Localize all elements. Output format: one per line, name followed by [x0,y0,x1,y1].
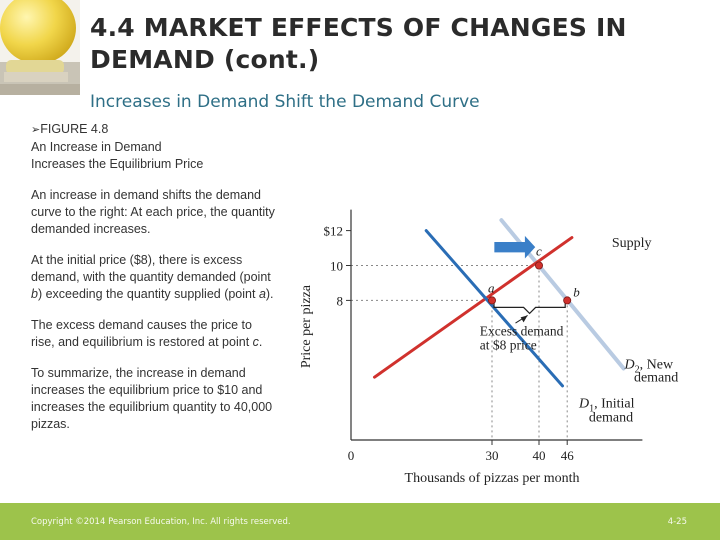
x-tick-label: 30 [486,448,499,463]
excess-demand-label-line-1: Excess demand [480,323,564,338]
chart-svg: $12 10 8 30 40 46 0 Price per pizza Thousands of… [299,209,678,486]
decorative-bulb-image [0,0,80,95]
excess-demand-label-line-2: at $8 price [480,337,537,352]
slide-subtitle: Increases in Demand Shift the Demand Cur… [90,92,480,112]
chart-points [487,261,572,305]
para2-text-a: At the initial price ($8), there is exce… [31,253,271,284]
paragraph-summary: To summarize, the increase in demand inc… [31,366,273,431]
slide-title-line-2: DEMAND (cont.) [90,45,320,74]
supply-line [373,236,574,379]
point-b-label: b [573,284,580,299]
demand-shift-chart: $12 10 8 30 40 46 0 Price per pizza Thousands of… [285,160,705,499]
d2-subscript: 2 [635,364,640,375]
figure-label: ➢FIGURE 4.8 [31,121,276,139]
point-c-label: c [536,244,542,259]
point-a-label: a [488,280,495,295]
excess-demand-bracket [493,303,566,315]
point-c-marker [534,261,543,270]
x-tick-label: 46 [561,448,575,463]
y-tick-label: $12 [324,224,344,239]
d2-letter: D [624,357,635,372]
point-b-marker [563,296,572,305]
slide-title: 4.4 MARKET EFFECTS OF CHANGES IN DEMAND … [90,12,710,76]
x-tick-label: 40 [533,448,546,463]
y-tick-label: 8 [337,293,344,308]
figure-number: FIGURE 4.8 [40,122,109,136]
d1-letter: D [578,397,589,412]
d2-text: , New [640,357,674,372]
para2-text-c: ) exceeding the quantity supplied (point [37,287,259,301]
d1-subscript: 1 [589,404,594,415]
slide-title-line-1: 4.4 MARKET EFFECTS OF CHANGES IN [90,13,627,42]
para2-text-e: ). [265,287,274,301]
guide-lines [351,265,568,440]
x-axis-title: Thousands of pizzas per month [405,471,580,486]
para2-point-a: a [258,287,266,301]
paragraph-equilibrium-restored: The excess demand causes the price to ri… [31,317,276,351]
demand-d1-line [424,229,564,388]
copyright-text: Copyright ©2014 Pearson Education, Inc. … [31,517,291,527]
y-tick-label: 10 [330,259,343,274]
para2-point-b: b [31,287,38,301]
figure-caption: An Increase in Demand Increases the Equi… [31,139,276,173]
d1-text: , Initial [594,397,635,412]
d1-label-line-1: D1, Initial [578,397,635,415]
arrow-bullet-icon: ➢ [31,124,41,136]
excess-demand-pointer-head [520,315,528,323]
annotations [493,235,566,324]
y-axis-title: Price per pizza [299,284,314,368]
axes: $12 10 8 30 40 46 0 Price per pizza Thousands of… [299,209,643,486]
supply-curve-label: Supply [612,236,652,251]
origin-label: 0 [348,448,355,463]
para3-point-c: c [252,335,259,349]
paragraph-demand-shift: An increase in demand shifts the demand … [31,188,275,236]
demand-shift-arrow [494,235,536,259]
footer-bar: Copyright ©2014 Pearson Education, Inc. … [0,503,720,540]
d2-label-line-1: D2, New [624,357,674,375]
figure-caption-line-2: Increases the Equilibrium Price [31,157,204,171]
para3-text-a: The excess demand causes the price to ri… [31,318,253,349]
para3-text-c: . [258,335,263,349]
figure-caption-line-1: An Increase in Demand [31,140,162,154]
paragraph-excess-demand: At the initial price ($8), there is exce… [31,252,276,303]
text-column: ➢FIGURE 4.8 An Increase in Demand Increa… [31,121,276,433]
d1-label-line-2: demand [589,411,633,426]
point-a-marker [487,296,496,305]
page-number: 4-25 [667,517,687,527]
d2-label-line-2: demand [634,371,678,386]
